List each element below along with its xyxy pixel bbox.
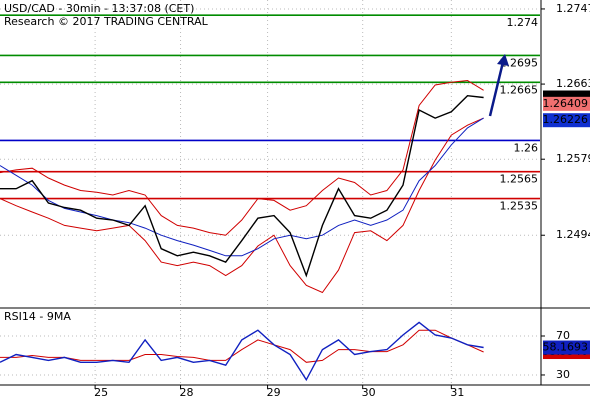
y-tick-label: 1.2747 xyxy=(556,2,590,15)
indicator-title: RSI14 - 9MA xyxy=(4,310,71,323)
chart-subtitle: Research © 2017 TRADING CENTRAL xyxy=(4,15,209,28)
series-line xyxy=(0,321,484,382)
x-tick-label: 29 xyxy=(267,386,281,399)
x-tick-label: 30 xyxy=(362,386,376,399)
series-line xyxy=(0,79,484,236)
level-label: 1.2535 xyxy=(500,200,539,213)
series-line xyxy=(0,94,484,278)
y-tick-label: 1.2579 xyxy=(556,152,590,165)
forecast-arrowhead xyxy=(497,54,509,66)
y-tick-label: 30 xyxy=(556,368,570,381)
level-label: 1.26 xyxy=(514,141,539,154)
level-label: 1.2665 xyxy=(500,83,539,96)
series-line xyxy=(0,329,484,363)
chart-title: USD/CAD - 30min - 13:37:08 (CET) xyxy=(4,2,194,15)
y-tick-label: 1.2663 xyxy=(556,77,590,90)
x-tick-label: 28 xyxy=(180,386,194,399)
price-label: 1.26409 xyxy=(543,97,589,110)
x-tick-label: 31 xyxy=(450,386,464,399)
y-tick-label: 1.2494 xyxy=(556,228,590,241)
price-label-box xyxy=(543,96,590,111)
level-label: 1.274 xyxy=(507,16,539,29)
y-tick-label: 70 xyxy=(556,329,570,342)
price-label-box xyxy=(543,113,590,128)
price-label: 1.26226 xyxy=(543,113,589,126)
series-line xyxy=(0,117,484,257)
forecast-arrow xyxy=(488,61,505,117)
level-label: 1.2565 xyxy=(500,173,539,186)
x-tick-label: 25 xyxy=(94,386,108,399)
series-line xyxy=(0,117,484,294)
level-label: 1.2695 xyxy=(500,56,539,69)
value-label: 58.1693 xyxy=(543,341,589,354)
value-label-box xyxy=(543,340,590,355)
